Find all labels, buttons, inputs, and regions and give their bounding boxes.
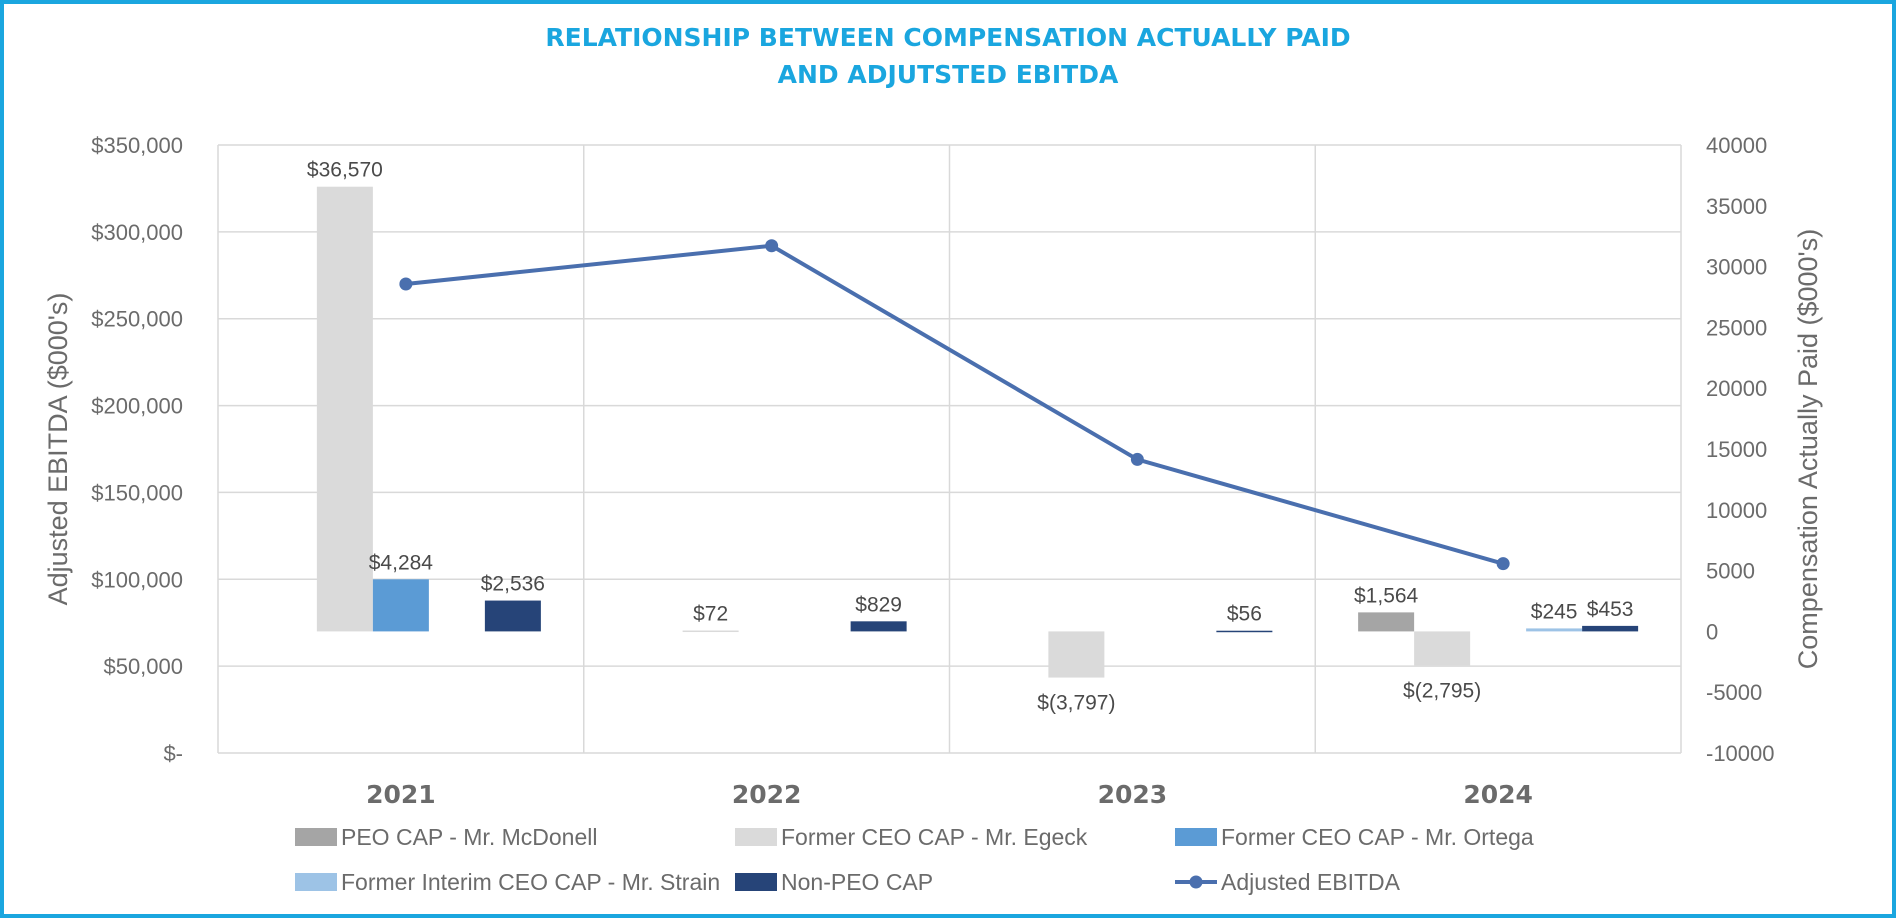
legend-marker-adjusted-ebitda bbox=[1189, 875, 1203, 889]
legend-swatch-former-interim-ceo-cap-mr-strain bbox=[295, 873, 337, 891]
data-label-former-interim-ceo-cap-mr-strain-2024: $245 bbox=[1531, 600, 1578, 623]
data-label-former-ceo-cap-mr-egeck-2021: $36,570 bbox=[307, 159, 383, 182]
data-label-non-peo-cap-2021: $2,536 bbox=[481, 573, 545, 596]
bar-former-ceo-cap-mr-egeck-2023 bbox=[1048, 631, 1105, 678]
right-axis-tick-label: 10000 bbox=[1706, 498, 1767, 523]
left-axis-tick-label: $- bbox=[163, 741, 183, 766]
legend-label-former-ceo-cap-mr-ortega: Former CEO CAP - Mr. Ortega bbox=[1221, 824, 1534, 850]
right-axis-tick-label: 0 bbox=[1706, 619, 1718, 644]
bar-former-interim-ceo-cap-mr-strain-2024 bbox=[1526, 628, 1583, 632]
left-axis-tick-label: $150,000 bbox=[91, 480, 183, 505]
left-axis-tick-label: $250,000 bbox=[91, 307, 183, 332]
data-label-former-ceo-cap-mr-egeck-2024: $(2,795) bbox=[1403, 679, 1481, 702]
data-label-non-peo-cap-2022: $829 bbox=[855, 593, 902, 616]
data-label-former-ceo-cap-mr-ortega-2021: $4,284 bbox=[369, 551, 434, 574]
data-label-former-ceo-cap-mr-egeck-2022: $72 bbox=[693, 603, 728, 626]
right-axis-tick-label: -10000 bbox=[1706, 741, 1775, 766]
bar-non-peo-cap-2023 bbox=[1216, 630, 1273, 633]
legend-label-adjusted-ebitda: Adjusted EBITDA bbox=[1221, 869, 1401, 895]
right-axis-tick-label: 15000 bbox=[1706, 437, 1767, 462]
x-axis-tick-label: 2024 bbox=[1463, 780, 1533, 809]
legend-swatch-former-ceo-cap-mr-egeck bbox=[735, 828, 777, 846]
bar-non-peo-cap-2022 bbox=[850, 621, 907, 632]
right-axis-tick-label: 25000 bbox=[1706, 315, 1767, 340]
right-axis-tick-label: 40000 bbox=[1706, 133, 1767, 158]
left-axis-title: Adjusted EBITDA ($000's) bbox=[43, 293, 73, 606]
legend-swatch-peo-cap-mr-mcdonell bbox=[295, 828, 337, 846]
left-axis-tick-label: $200,000 bbox=[91, 394, 183, 419]
bar-peo-cap-mr-mcdonell-2024 bbox=[1358, 612, 1415, 632]
data-label-non-peo-cap-2024: $453 bbox=[1587, 598, 1634, 621]
bar-non-peo-cap-2021 bbox=[484, 600, 541, 632]
point-adjusted-ebitda-2023 bbox=[1130, 452, 1144, 466]
point-adjusted-ebitda-2021 bbox=[399, 277, 413, 291]
x-axis-tick-label: 2023 bbox=[1098, 780, 1168, 809]
right-axis-tick-label: 20000 bbox=[1706, 376, 1767, 401]
bar-former-ceo-cap-mr-egeck-2021 bbox=[316, 186, 373, 632]
right-axis-tick-label: 5000 bbox=[1706, 559, 1755, 584]
legend-swatch-non-peo-cap bbox=[735, 873, 777, 891]
data-label-former-ceo-cap-mr-egeck-2023: $(3,797) bbox=[1037, 692, 1115, 715]
legend-label-non-peo-cap: Non-PEO CAP bbox=[781, 869, 933, 895]
bar-former-ceo-cap-mr-egeck-2022 bbox=[682, 630, 739, 633]
data-label-peo-cap-mr-mcdonell-2024: $1,564 bbox=[1354, 584, 1419, 607]
legend-label-peo-cap-mr-mcdonell: PEO CAP - Mr. McDonell bbox=[341, 824, 597, 850]
legend-label-former-ceo-cap-mr-egeck: Former CEO CAP - Mr. Egeck bbox=[781, 824, 1088, 850]
right-axis-tick-label: -5000 bbox=[1706, 680, 1762, 705]
x-axis-tick-label: 2021 bbox=[366, 780, 436, 809]
bar-former-ceo-cap-mr-egeck-2024 bbox=[1414, 631, 1471, 666]
legend-label-former-interim-ceo-cap-mr-strain: Former Interim CEO CAP - Mr. Strain bbox=[341, 869, 720, 895]
chart-title-line: RELATIONSHIP BETWEEN COMPENSATION ACTUAL… bbox=[545, 23, 1350, 52]
line-adjusted-ebitda bbox=[405, 243, 1504, 566]
right-axis-title: Compensation Actually Paid ($000's) bbox=[1793, 229, 1823, 669]
left-axis-tick-label: $350,000 bbox=[91, 133, 183, 158]
right-axis-tick-label: 30000 bbox=[1706, 255, 1767, 280]
left-axis-tick-label: $100,000 bbox=[91, 567, 183, 592]
chart-title-line: AND ADJUTSTED EBITDA bbox=[778, 60, 1119, 89]
left-axis-tick-label: $50,000 bbox=[103, 654, 183, 679]
point-adjusted-ebitda-2024 bbox=[1496, 557, 1510, 571]
bar-former-ceo-cap-mr-ortega-2021 bbox=[372, 579, 429, 632]
right-axis-tick-label: 35000 bbox=[1706, 194, 1767, 219]
bar-non-peo-cap-2024 bbox=[1582, 625, 1639, 632]
legend-swatch-former-ceo-cap-mr-ortega bbox=[1175, 828, 1217, 846]
point-adjusted-ebitda-2022 bbox=[765, 239, 779, 253]
left-axis-tick-label: $300,000 bbox=[91, 220, 183, 245]
data-label-non-peo-cap-2023: $56 bbox=[1227, 603, 1262, 626]
x-axis-tick-label: 2022 bbox=[732, 780, 802, 809]
